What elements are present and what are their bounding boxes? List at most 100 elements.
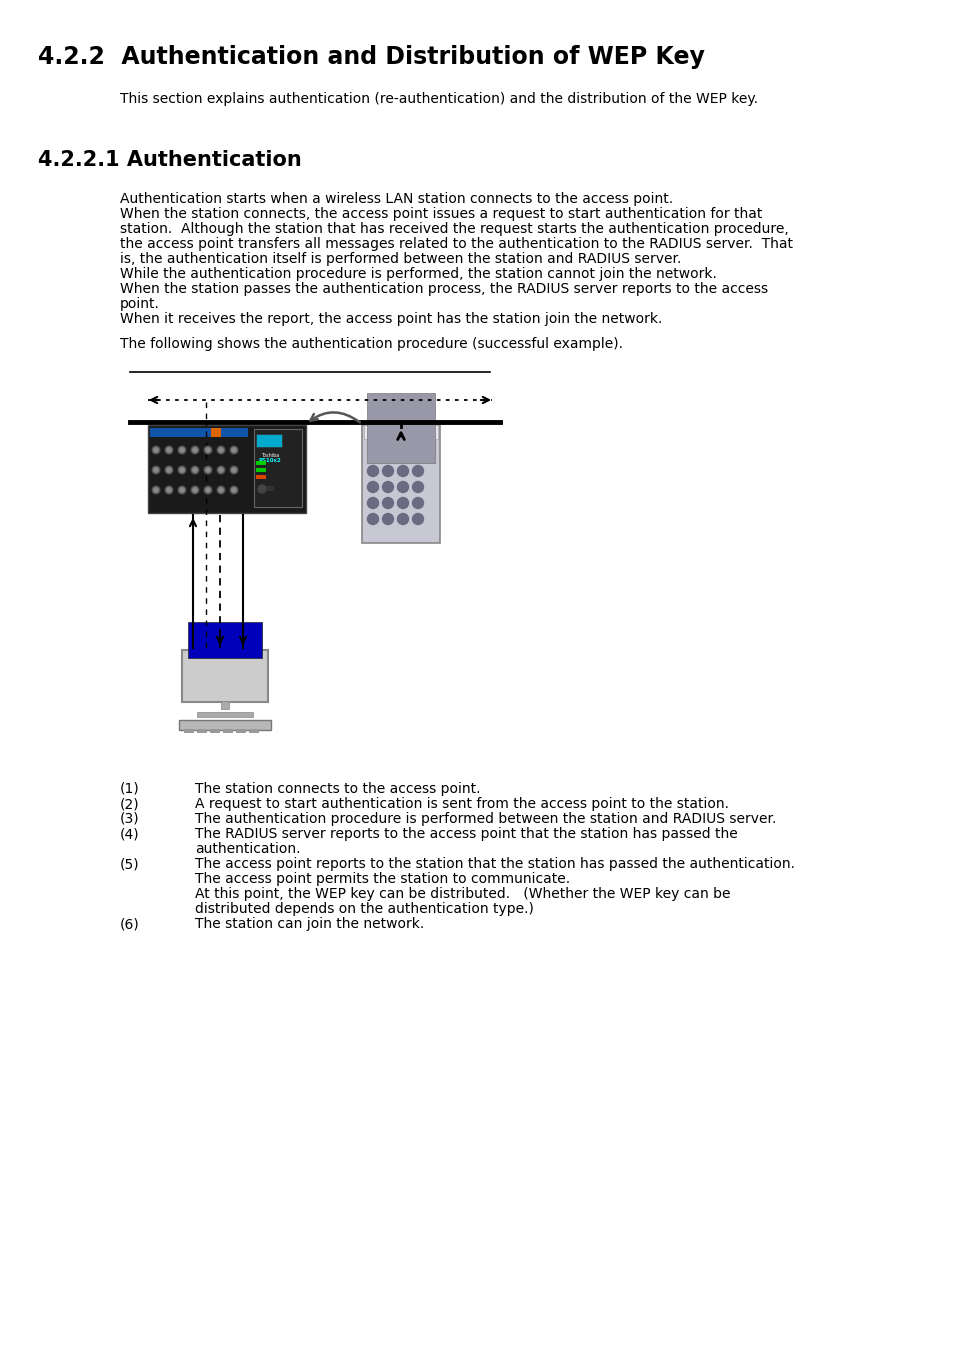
Circle shape [218,488,223,492]
Circle shape [217,486,225,494]
Bar [255,434,282,447]
Text: the access point transfers all messages related to the authentication to the RAD: the access point transfers all messages … [120,236,792,251]
Bar [179,720,271,730]
Circle shape [382,481,393,493]
Text: At this point, the WEP key can be distributed.   (Whether the WEP key can be: At this point, the WEP key can be distri… [194,888,730,901]
Text: (4): (4) [120,827,139,842]
Circle shape [217,466,225,474]
Circle shape [152,446,160,454]
Circle shape [193,467,197,473]
Circle shape [230,486,237,494]
Circle shape [178,466,186,474]
Bar [255,476,266,480]
Bar [150,428,248,436]
Bar [364,426,437,439]
Text: 4.2.2.1 Authentication: 4.2.2.1 Authentication [38,150,301,170]
Circle shape [191,486,198,494]
Bar [255,461,266,465]
Text: The station can join the network.: The station can join the network. [194,917,424,931]
Circle shape [382,513,393,524]
Bar [249,730,258,734]
Text: (2): (2) [120,797,139,811]
Text: When the station connects, the access point issues a request to start authentica: When the station connects, the access po… [120,207,761,222]
Circle shape [153,447,158,453]
Circle shape [191,446,198,454]
Circle shape [165,446,172,454]
Circle shape [232,447,236,453]
Circle shape [167,488,171,492]
Bar [223,730,233,734]
Circle shape [230,466,237,474]
Text: station.  Although the station that has received the request starts the authenti: station. Although the station that has r… [120,222,788,236]
Circle shape [382,497,393,508]
Circle shape [204,446,212,454]
Bar [253,430,302,507]
Circle shape [230,446,237,454]
Circle shape [204,466,212,474]
Text: (3): (3) [120,812,139,825]
Circle shape [397,497,408,508]
Bar [235,730,246,734]
Text: While the authentication procedure is performed, the station cannot join the net: While the authentication procedure is pe… [120,267,716,281]
Text: Authentication starts when a wireless LAN station connects to the access point.: Authentication starts when a wireless LA… [120,192,673,205]
Bar [184,730,193,734]
Text: (5): (5) [120,857,139,871]
Text: distributed depends on the authentication type.): distributed depends on the authenticatio… [194,902,534,916]
Circle shape [412,481,423,493]
Circle shape [367,481,378,493]
Text: (6): (6) [120,917,139,931]
Bar [221,701,229,709]
Circle shape [178,486,186,494]
Text: The following shows the authentication procedure (successful example).: The following shows the authentication p… [120,336,622,351]
Bar [148,426,306,513]
Circle shape [204,486,212,494]
Circle shape [178,446,186,454]
Bar [255,467,266,471]
Bar [210,730,220,734]
Text: authentication.: authentication. [194,842,300,857]
Circle shape [367,513,378,524]
Circle shape [232,467,236,473]
Circle shape [206,488,210,492]
Text: (1): (1) [120,782,139,796]
Bar [182,650,268,703]
Text: The RADIUS server reports to the access point that the station has passed the: The RADIUS server reports to the access … [194,827,737,842]
Circle shape [382,466,393,477]
Text: When the station passes the authentication process, the RADIUS server reports to: When the station passes the authenticati… [120,282,767,296]
Text: 4.2.2  Authentication and Distribution of WEP Key: 4.2.2 Authentication and Distribution of… [38,45,704,69]
Circle shape [217,446,225,454]
Circle shape [412,497,423,508]
Bar [188,621,262,658]
Circle shape [153,467,158,473]
Bar [367,393,435,463]
Circle shape [367,497,378,508]
Circle shape [397,466,408,477]
Bar [196,712,253,717]
Circle shape [179,488,184,492]
Circle shape [165,466,172,474]
Circle shape [367,466,378,477]
Circle shape [179,467,184,473]
Circle shape [206,467,210,473]
Text: PS10x2: PS10x2 [258,458,281,463]
Circle shape [257,485,266,493]
Text: The access point reports to the station that the station has passed the authenti: The access point reports to the station … [194,857,794,871]
Text: The station connects to the access point.: The station connects to the access point… [194,782,480,796]
Circle shape [218,467,223,473]
Circle shape [412,466,423,477]
Circle shape [167,447,171,453]
Circle shape [179,447,184,453]
Circle shape [152,466,160,474]
Bar [211,428,221,436]
Circle shape [193,447,197,453]
Circle shape [191,466,198,474]
Circle shape [218,447,223,453]
Circle shape [165,486,172,494]
Text: The access point permits the station to communicate.: The access point permits the station to … [194,871,570,886]
Bar [361,426,439,543]
Text: Toshiba: Toshiba [260,453,279,458]
Circle shape [167,467,171,473]
Circle shape [206,447,210,453]
Text: is, the authentication itself is performed between the station and RADIUS server: is, the authentication itself is perform… [120,253,680,266]
Text: The authentication procedure is performed between the station and RADIUS server.: The authentication procedure is performe… [194,812,776,825]
